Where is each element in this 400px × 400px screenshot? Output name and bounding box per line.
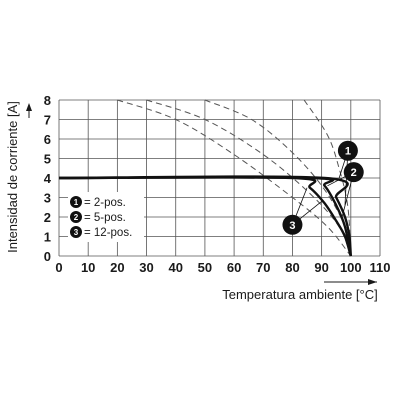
dashed-derating-curve [117, 99, 352, 257]
callout-1-circle [337, 140, 358, 161]
series-curves [58, 175, 352, 257]
legend-marker-2-number: 2 [74, 213, 79, 222]
callout-3: 3 [282, 214, 303, 235]
y-tick-label: 8 [44, 93, 51, 108]
y-tick-label: 1 [44, 230, 51, 245]
y-axis-title: Intensidad de corriente [A] [5, 101, 20, 253]
x-tick-label: 100 [340, 260, 362, 275]
callout-1: 1 [337, 140, 358, 161]
x-tick-label: 90 [314, 260, 328, 275]
dashed-curves [117, 99, 352, 257]
callout-3-circle [282, 214, 303, 235]
x-axis-title-arrowhead [368, 279, 377, 285]
callout-2: 2 [343, 162, 364, 183]
x-tick-label: 50 [198, 260, 212, 275]
callouts: 12 3 [282, 140, 364, 235]
x-tick-label: 20 [110, 260, 124, 275]
dashed-derating-curve [303, 99, 352, 257]
legend-label-1: = 2-pos. [84, 197, 126, 209]
legend-marker-3-number: 3 [74, 228, 79, 237]
legend-marker-2: 2 [70, 211, 82, 223]
x-tick-label: 10 [81, 260, 95, 275]
x-tick-label: 30 [139, 260, 153, 275]
series-curve-3 [58, 176, 352, 257]
y-tick-label: 6 [44, 132, 51, 147]
x-tick-label: 70 [256, 260, 270, 275]
y-tick-label: 3 [44, 191, 51, 206]
y-axis-title-arrowhead [26, 103, 32, 111]
y-tick-label: 7 [44, 113, 51, 128]
legend: 1 = 2-pos. 2 = 5-pos. 3 = 12-pos. [68, 192, 144, 242]
legend-label-2: = 5-pos. [84, 212, 126, 224]
x-axis-title: Temperatura ambiente [°C] [222, 287, 378, 302]
legend-marker-1: 1 [70, 196, 82, 208]
x-tick-label: 80 [285, 260, 299, 275]
y-tick-label: 2 [44, 210, 51, 225]
y-tick-label: 0 [44, 249, 51, 264]
legend-marker-1-number: 1 [74, 198, 79, 207]
legend-marker-3: 3 [70, 226, 82, 238]
callout-3-number: 3 [289, 220, 295, 232]
y-tick-label: 4 [44, 171, 52, 186]
y-tick-label: 5 [44, 152, 51, 167]
dashed-derating-curve [204, 99, 352, 257]
callout-1-number: 1 [345, 146, 351, 158]
legend-label-3: = 12-pos. [84, 227, 132, 239]
legend-marker-1-circle [70, 196, 82, 208]
callout-2-number: 2 [351, 167, 357, 179]
x-tick-label: 60 [227, 260, 241, 275]
legend-marker-2-circle [70, 211, 82, 223]
x-tick-label: 110 [370, 260, 391, 275]
callout-2-circle [343, 162, 364, 183]
axis-titles: Intensidad de corriente [A] Temperatura … [5, 101, 378, 302]
x-tick-label: 40 [168, 260, 182, 275]
x-tick-label: 0 [55, 260, 62, 275]
legend-marker-3-circle [70, 226, 82, 238]
